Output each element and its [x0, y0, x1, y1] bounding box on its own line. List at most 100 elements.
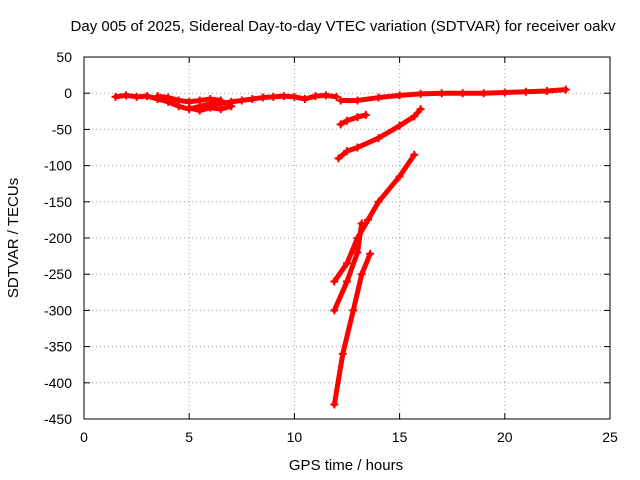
data-point	[416, 105, 425, 114]
data-point	[500, 88, 509, 97]
data-point	[353, 248, 362, 257]
data-point	[357, 270, 366, 279]
y-tick-label: -250	[44, 266, 72, 282]
data-point	[290, 92, 299, 101]
data-point	[353, 143, 362, 152]
data-point	[343, 147, 351, 156]
plot-frame	[83, 56, 611, 420]
series-arc-7	[330, 150, 419, 286]
data-point	[336, 96, 345, 105]
y-axis-label: SDTVAR / TECUs	[5, 178, 22, 298]
series-arc-9	[330, 249, 375, 409]
data-point	[206, 94, 215, 103]
data-point	[174, 96, 183, 105]
data-point	[153, 92, 162, 101]
x-tick-label: 5	[185, 429, 193, 445]
data-point	[542, 87, 551, 96]
data-point	[374, 93, 383, 102]
data-point	[343, 259, 351, 268]
data-point	[521, 87, 530, 96]
data-point	[164, 93, 173, 102]
data-point	[349, 306, 358, 315]
x-tick-label: 0	[80, 429, 88, 445]
data-point	[357, 219, 366, 228]
series-arc-2	[153, 92, 225, 106]
data-point	[561, 85, 570, 94]
x-tick-label: 15	[392, 429, 408, 445]
data-point	[269, 92, 278, 101]
series-arc-8	[330, 219, 366, 315]
data-point	[343, 277, 351, 286]
data-point	[206, 103, 215, 112]
x-tick-label: 10	[287, 429, 303, 445]
series-arc-3	[185, 102, 236, 115]
data-point	[374, 197, 383, 206]
y-tick-label: -450	[44, 411, 72, 427]
data-point	[374, 134, 383, 143]
series-arc-6	[334, 105, 425, 163]
data-point	[361, 110, 370, 119]
data-point	[195, 106, 204, 115]
x-tick-labels: 0 5 10 15 20 25	[80, 429, 618, 445]
x-tick-label: 25	[602, 429, 618, 445]
data-point	[334, 154, 343, 163]
data-point	[437, 89, 446, 98]
data-point	[458, 89, 467, 98]
series-line	[338, 112, 369, 127]
y-tick-label: -300	[44, 302, 72, 318]
y-tick-label: -50	[52, 121, 72, 137]
data-point	[338, 349, 347, 358]
data-point	[132, 92, 141, 101]
data-point	[336, 120, 345, 129]
series-line	[331, 221, 365, 313]
data-point	[330, 277, 339, 286]
series-arc-5	[336, 110, 370, 129]
data-point	[122, 91, 131, 100]
data-point	[364, 215, 373, 224]
series-line	[113, 92, 339, 112]
data-point	[237, 96, 246, 105]
y-tick-label: -150	[44, 194, 72, 210]
axis-ticks	[83, 56, 611, 420]
data-point	[395, 91, 404, 100]
data-series	[111, 85, 570, 409]
data-point	[300, 94, 309, 103]
y-tick-label: -100	[44, 158, 72, 174]
series-arc-4	[336, 85, 570, 105]
x-axis-label: GPS time / hours	[289, 457, 403, 474]
data-point	[111, 92, 120, 101]
data-point	[416, 89, 425, 98]
data-point	[395, 172, 404, 181]
data-point	[353, 96, 362, 105]
y-tick-label: -400	[44, 375, 72, 391]
data-point	[216, 96, 225, 105]
x-tick-label: 20	[497, 429, 513, 445]
y-tick-label: 0	[64, 85, 72, 101]
data-point	[279, 92, 288, 101]
series-line	[338, 87, 569, 103]
data-point	[227, 102, 236, 111]
data-point	[395, 121, 404, 130]
data-point	[410, 112, 419, 121]
y-tick-label: 50	[56, 49, 72, 65]
data-point	[330, 306, 339, 315]
data-point	[248, 94, 257, 103]
data-point	[353, 113, 362, 122]
y-tick-label: -200	[44, 230, 72, 246]
data-point	[311, 92, 320, 101]
data-point	[332, 92, 341, 101]
y-tick-label: -350	[44, 339, 72, 355]
y-tick-labels: 50 0 -50 -100 -150 -200 -250 -300 -350 -400 -450	[44, 49, 72, 427]
data-point	[479, 89, 488, 98]
data-point	[343, 116, 351, 125]
chart-title: Day 005 of 2025, Sidereal Day-to-day VTE…	[71, 18, 616, 35]
grid-lines	[84, 57, 610, 419]
data-point	[195, 96, 204, 105]
data-point	[410, 150, 419, 159]
data-point	[321, 91, 330, 100]
data-point	[143, 92, 152, 101]
data-point	[330, 400, 339, 409]
data-point	[216, 105, 225, 114]
data-point	[185, 103, 194, 112]
data-point	[366, 249, 375, 258]
